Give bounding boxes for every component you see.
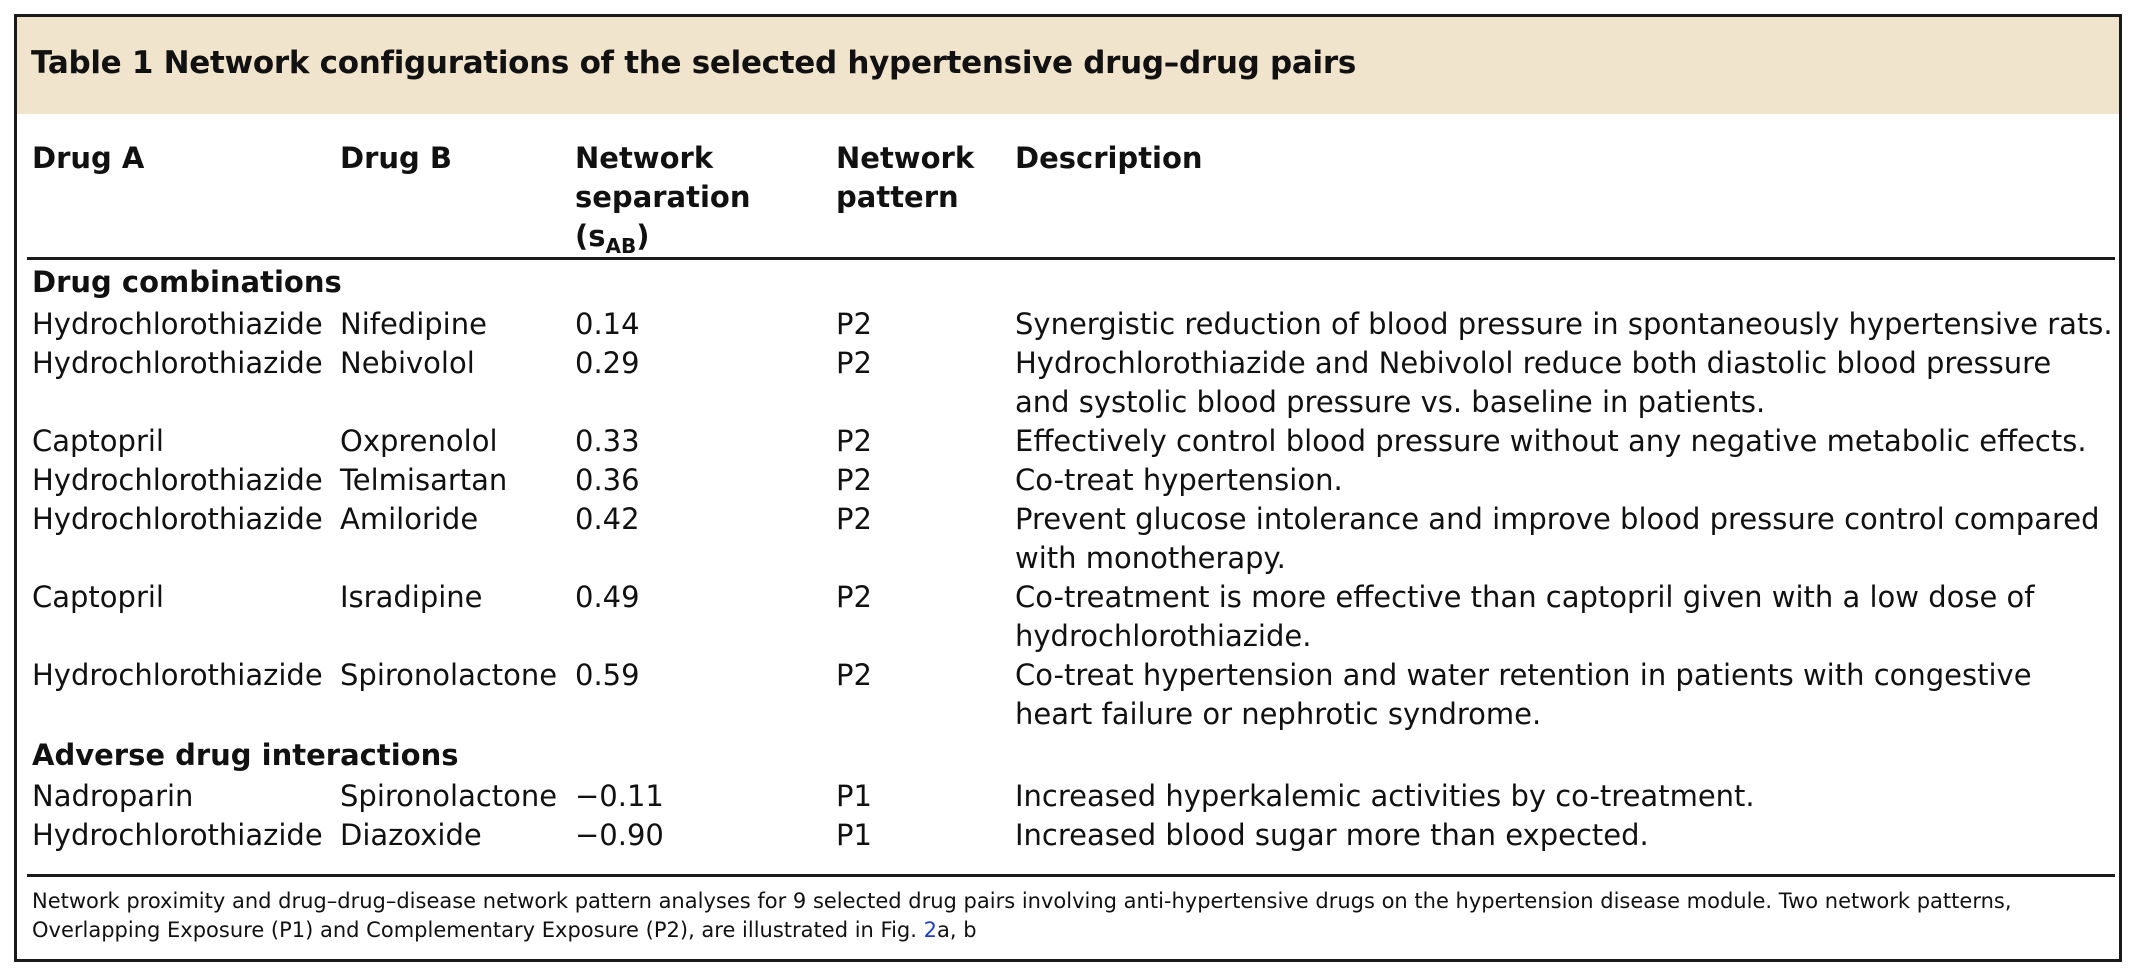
cell-description: Co-treat hypertension and water retentio… (1015, 658, 2032, 731)
header-separation-sub: AB (605, 233, 637, 258)
header-description: Description (1015, 141, 1203, 175)
cell-separation: 0.59 (575, 658, 640, 692)
cell-pattern: P1 (836, 818, 872, 852)
figure-link[interactable]: 2 (923, 918, 937, 942)
cell-drug-b: Diazoxide (340, 818, 482, 852)
cell-separation: −0.90 (575, 818, 664, 852)
cell-drug-a: Hydrochlorothiazide (32, 463, 323, 497)
header-separation-line1: Network (575, 141, 714, 175)
cell-separation: 0.29 (575, 346, 640, 380)
cell-description: Co-treatment is more effective than capt… (1015, 580, 2035, 653)
cell-pattern: P1 (836, 779, 872, 813)
cell-drug-b: Spironolactone (340, 658, 558, 692)
cell-drug-a: Hydrochlorothiazide (32, 346, 323, 380)
cell-description: Increased hyperkalemic activities by co-… (1015, 779, 1755, 813)
cell-drug-b: Oxprenolol (340, 424, 498, 458)
cell-drug-b: Spironolactone (340, 779, 558, 813)
cell-separation: 0.14 (575, 307, 640, 341)
header-drug-b: Drug B (340, 141, 452, 175)
header-pattern-line1: Network (836, 141, 975, 175)
cell-drug-b: Telmisartan (340, 463, 508, 497)
header-rule (27, 257, 2115, 260)
footer-rule (27, 874, 2115, 877)
cell-separation: 0.33 (575, 424, 640, 458)
cell-description: Synergistic reduction of blood pressure … (1015, 307, 2113, 341)
header-separation-prefix: (s (575, 219, 606, 253)
cell-pattern: P2 (836, 658, 872, 692)
cell-description: Co-treat hypertension. (1015, 463, 1343, 497)
cell-pattern: P2 (836, 580, 872, 614)
header-pattern-line2: pattern (836, 180, 959, 214)
header-network-separation: Network separation (sAB) (575, 139, 751, 266)
cell-drug-a: Captopril (32, 580, 164, 614)
cell-description: Increased blood sugar more than expected… (1015, 818, 1649, 852)
footnote-text: Network proximity and drug–drug–disease … (32, 889, 2012, 942)
cell-drug-b: Amiloride (340, 502, 479, 536)
cell-description: Hydrochlorothiazide and Nebivolol reduce… (1015, 346, 2052, 419)
cell-drug-a: Hydrochlorothiazide (32, 502, 323, 536)
table-footnote: Network proximity and drug–drug–disease … (32, 887, 2112, 945)
cell-drug-b: Nifedipine (340, 307, 487, 341)
cell-pattern: P2 (836, 346, 872, 380)
table-title: Table 1 Network configurations of the se… (31, 45, 1357, 81)
cell-description: Effectively control blood pressure witho… (1015, 424, 2087, 458)
header-separation-line3: (sAB) (575, 217, 751, 266)
cell-drug-a: Hydrochlorothiazide (32, 307, 323, 341)
header-separation-line2: separation (575, 180, 751, 214)
table-frame: Table 1 Network configurations of the se… (14, 14, 2122, 962)
cell-description: Prevent glucose intolerance and improve … (1015, 502, 2100, 575)
cell-separation: 0.36 (575, 463, 640, 497)
cell-drug-a: Nadroparin (32, 779, 194, 813)
section-label-drug-combinations: Drug combinations (32, 265, 342, 299)
cell-separation: 0.49 (575, 580, 640, 614)
cell-pattern: P2 (836, 307, 872, 341)
title-band: Table 1 Network configurations of the se… (17, 17, 2119, 114)
footnote-text-end: a, b (936, 918, 977, 942)
cell-separation: −0.11 (575, 779, 664, 813)
cell-pattern: P2 (836, 502, 872, 536)
cell-pattern: P2 (836, 463, 872, 497)
cell-separation: 0.42 (575, 502, 640, 536)
cell-drug-a: Hydrochlorothiazide (32, 818, 323, 852)
cell-drug-b: Nebivolol (340, 346, 475, 380)
section-label-adverse-interactions: Adverse drug interactions (32, 738, 459, 772)
header-separation-suffix: ) (636, 219, 650, 253)
cell-pattern: P2 (836, 424, 872, 458)
header-drug-a: Drug A (32, 141, 145, 175)
cell-drug-a: Captopril (32, 424, 164, 458)
header-network-pattern: Network pattern (836, 139, 974, 217)
cell-drug-a: Hydrochlorothiazide (32, 658, 323, 692)
cell-drug-b: Isradipine (340, 580, 483, 614)
